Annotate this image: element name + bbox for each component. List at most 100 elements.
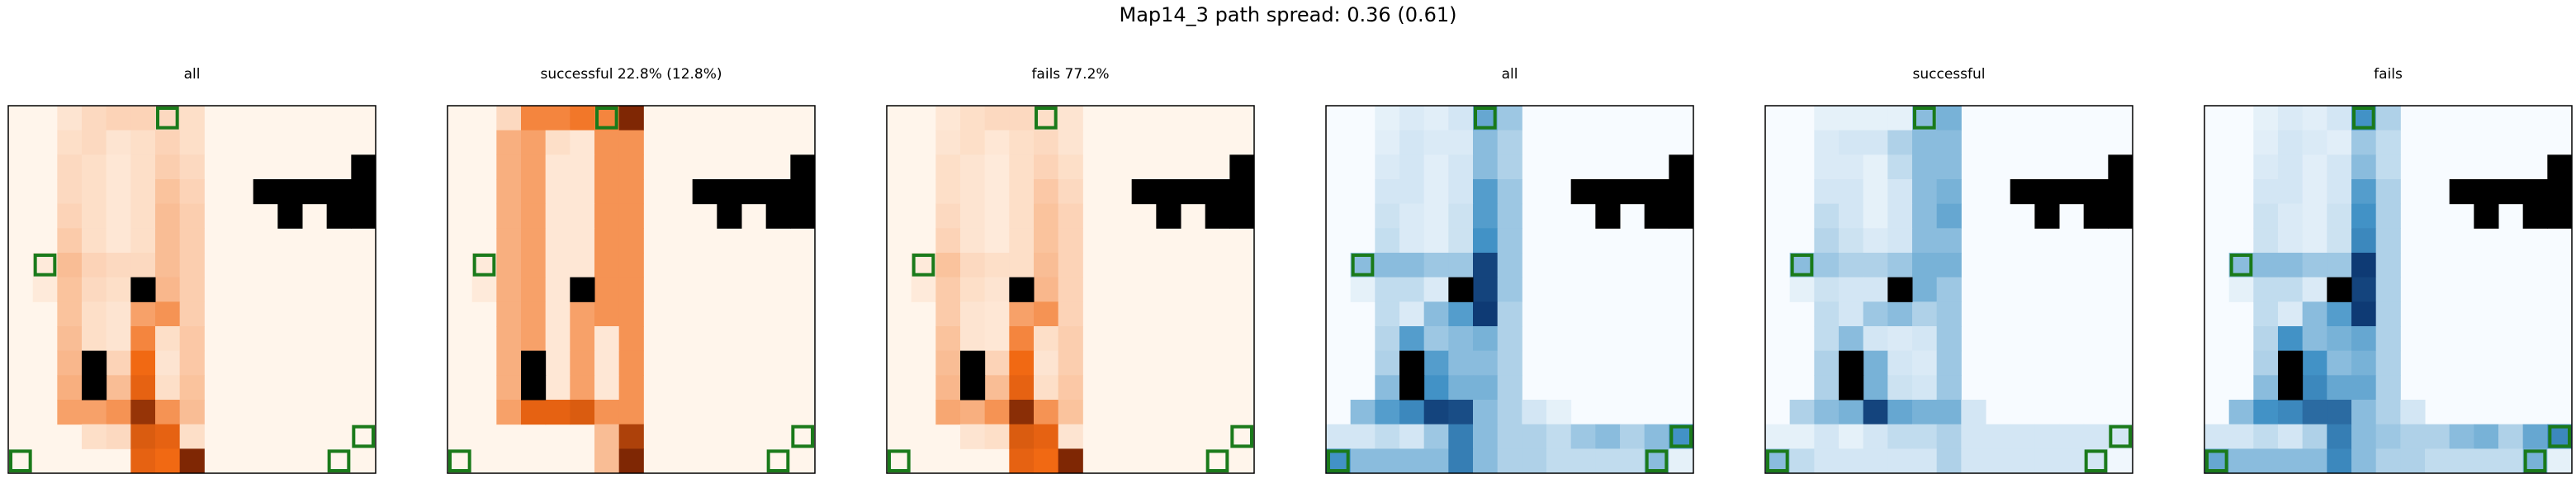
heatmap-cell (155, 400, 181, 425)
heatmap-cell (1863, 326, 1888, 352)
heatmap-cell (130, 179, 156, 205)
heatmap-cell (1009, 350, 1035, 376)
heatmap-cell (545, 203, 571, 229)
heatmap-cell (106, 400, 131, 425)
panel-5-title: successful (1912, 66, 1986, 83)
heatmap-cell (1961, 400, 1986, 425)
heatmap-cell (984, 301, 1010, 327)
heatmap-cell (1473, 375, 1499, 401)
heatmap-cell (106, 424, 131, 449)
obstacle-cell (1595, 203, 1621, 229)
heatmap-cell (1839, 277, 1864, 302)
heatmap-cell (2375, 203, 2401, 229)
heatmap-cell (2351, 228, 2377, 254)
heatmap-cell (1423, 424, 1449, 449)
heatmap-cell (1473, 277, 1499, 302)
heatmap-cell (130, 154, 156, 180)
obstacle-cell (2474, 179, 2499, 205)
heatmap-cell (521, 253, 547, 278)
obstacle-cell (1448, 277, 1474, 302)
heatmap-cell (1423, 277, 1449, 302)
heatmap-cell (57, 375, 83, 401)
heatmap-cell (496, 130, 522, 155)
heatmap-cell (1009, 400, 1035, 425)
heatmap-cell (984, 130, 1010, 155)
heatmap-cell (179, 326, 205, 352)
heatmap-cell (1350, 400, 1376, 425)
heatmap-cell (179, 106, 205, 131)
heatmap-cell (1423, 253, 1449, 278)
goal-marker (1035, 107, 1058, 130)
heatmap-cell (984, 203, 1010, 229)
heatmap-cell (1423, 228, 1449, 254)
heatmap-cell (1473, 253, 1499, 278)
heatmap-cell (1839, 326, 1864, 352)
heatmap-cell (32, 277, 58, 302)
heatmap-cell (1473, 228, 1499, 254)
heatmap-cell (618, 326, 644, 352)
heatmap-cell (1375, 301, 1400, 327)
heatmap-cell (2302, 301, 2327, 327)
obstacle-cell (960, 375, 986, 401)
heatmap-cell (1034, 130, 1059, 155)
heatmap-cell (2228, 448, 2254, 474)
heatmap-cell (2302, 228, 2327, 254)
heatmap-cell (57, 106, 83, 131)
heatmap-cell (2351, 350, 2377, 376)
goal-marker (1474, 107, 1497, 130)
heatmap-cell (545, 326, 571, 352)
heatmap-cell (1936, 400, 1962, 425)
heatmap-cell (155, 448, 181, 474)
heatmap-cell (130, 130, 156, 155)
heatmap-cell (1839, 424, 1864, 449)
heatmap-cell (1473, 154, 1499, 180)
heatmap-cell (1814, 350, 1840, 376)
axes-frame (7, 105, 376, 474)
heatmap-cell (2302, 179, 2327, 205)
heatmap-cell (106, 326, 131, 352)
heatmap-cell (1448, 375, 1474, 401)
heatmap-cell (2302, 203, 2327, 229)
heatmap-cell (179, 301, 205, 327)
heatmap-cell (570, 130, 595, 155)
heatmap-cell (984, 179, 1010, 205)
heatmap-cell (2425, 448, 2451, 474)
heatmap-cell (1326, 424, 1352, 449)
goal-marker (2523, 449, 2547, 472)
heatmap-cell (179, 350, 205, 376)
heatmap-cell (155, 375, 181, 401)
heatmap-cell (1887, 375, 1913, 401)
heatmap-cell (618, 424, 644, 449)
heatmap-cell (1546, 400, 1572, 425)
obstacle-cell (521, 350, 547, 376)
heatmap-cell (82, 301, 107, 327)
heatmap-cell (1399, 424, 1425, 449)
heatmap-cell (545, 400, 571, 425)
heatmap-cell (2302, 277, 2327, 302)
heatmap-cell (1399, 277, 1425, 302)
heatmap-cell (130, 326, 156, 352)
heatmap-cell (179, 253, 205, 278)
heatmap-cell (1887, 130, 1913, 155)
heatmap-cell (2327, 326, 2352, 352)
heatmap-cell (57, 301, 83, 327)
heatmap-cell (1912, 154, 1938, 180)
heatmap-cell (2278, 154, 2304, 180)
heatmap-cell (106, 350, 131, 376)
heatmap-cell (1570, 448, 1596, 474)
heatmap-cell (2327, 228, 2352, 254)
heatmap-cell (2327, 350, 2352, 376)
heatmap-cell (82, 154, 107, 180)
heatmap-cell (1399, 228, 1425, 254)
heatmap-cell (1936, 301, 1962, 327)
heatmap-cell (1009, 130, 1035, 155)
heatmap-cell (496, 301, 522, 327)
heatmap-cell (57, 179, 83, 205)
heatmap-cell (1399, 154, 1425, 180)
heatmap-cell (2253, 400, 2279, 425)
goal-marker (2548, 424, 2571, 448)
heatmap-cell (496, 228, 522, 254)
heatmap-cell (594, 301, 620, 327)
heatmap-cell (1887, 253, 1913, 278)
heatmap-cell (1789, 277, 1815, 302)
